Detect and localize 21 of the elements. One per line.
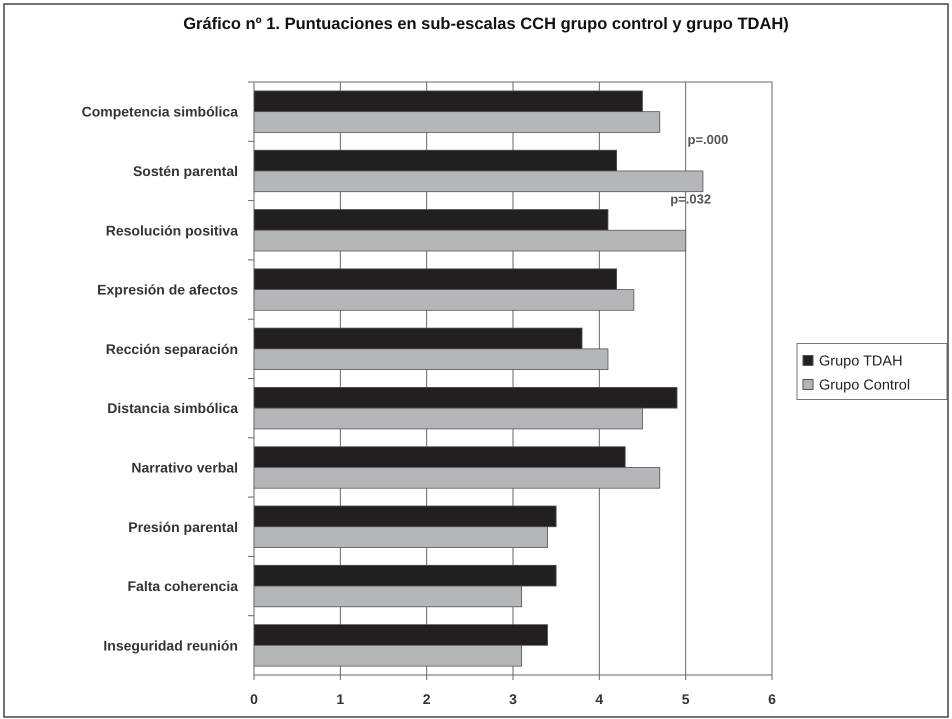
y-tick-label: Falta coherencia [128,578,238,594]
y-tick-label: Distancia simbólica [107,400,238,416]
y-tick-label: Competencia simbólica [82,104,238,120]
x-tick-label: 2 [422,691,431,707]
x-tick-label: 5 [682,691,690,707]
x-tick-label: 0 [250,691,258,707]
x-tick-label: 6 [768,691,776,707]
y-tick-label: Narrativo verbal [131,459,238,476]
chart-title: Gráfico nº 1. Puntuaciones en sub-escalas CCH grupo control y grupo TDAH) [183,15,789,33]
annotation: p=.000 [688,132,728,148]
x-tick-label: 3 [509,691,518,707]
y-tick-label: Inseguridad reunión [103,637,238,654]
x-tick-label: 1 [336,691,344,707]
y-tick-label: Resolución positiva [106,222,238,238]
legend-label: Grupo TDAH [819,354,903,370]
x-tick-label: 4 [595,691,604,707]
y-tick-label: Presión parental [128,518,238,535]
y-tick-label: Rección separación [106,340,238,357]
y-tick-label: Expresión de afectos [97,282,238,298]
legend-label: Grupo Control [819,378,910,394]
y-tick-label: Sostén parental [132,162,238,179]
